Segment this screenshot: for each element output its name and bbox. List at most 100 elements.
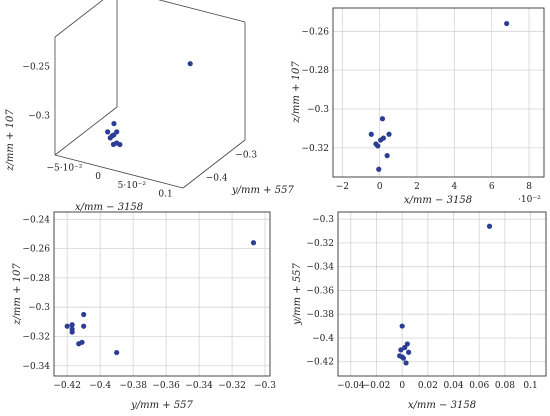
x-tick-label: −0.4 [89,381,111,391]
x-tick-label: −5·10⁻² [46,163,82,173]
data-point [403,360,409,366]
data-point [109,133,115,139]
y-tick-label: −0.3 [28,303,50,313]
x-tick-label: 0.08 [495,381,515,391]
x-axis-label-xy: x/mm − 3158 [408,400,476,411]
x-axis-label-yz: y/mm + 557 [130,400,193,411]
y-tick-label: −0.4 [206,174,228,184]
data-point [486,223,493,229]
y-tick-label: −0.26 [301,27,329,37]
data-point [378,137,384,143]
x-tick-label: 0.1 [523,381,537,391]
x-ticks-yz: −0.42 −0.4 −0.38 −0.36 −0.34 −0.32 −0.3 [53,381,276,391]
y-axis-label-3d: y/mm + 557 [231,185,294,196]
x-tick-label: −0.36 [152,381,180,391]
y-tick-label: −0.36 [306,286,334,296]
y-tick-label: −0.28 [22,274,50,284]
y-tick-label: −0.3 [307,105,329,115]
data-point [402,344,408,351]
x-tick-label: 2 [414,182,420,192]
x-tick-label: 4 [452,182,458,192]
points-xz [368,20,510,172]
frame-yz [53,211,271,377]
y-axis-label-xz: z/mm + 107 [291,61,302,124]
x-axis-label-xz: x/mm − 3158 [404,195,472,206]
x-tick-label: −0.34 [185,381,213,391]
z-axis-label-3d: z/mm + 107 [5,109,16,172]
data-point [114,129,120,135]
y-axis-label-yz: z/mm + 107 [12,263,23,326]
scatter-3d-panel: −5·10⁻² 0 5·10⁻² 0.1 −0.3 −0.4 −0.25 −0.3 x/mm … [5,0,294,213]
data-point [250,240,257,246]
data-point [368,131,374,137]
x-tick-label: 0.06 [469,381,489,391]
box-edge [182,139,246,189]
data-point [69,322,75,328]
data-point [111,120,117,127]
points-xy [397,223,493,366]
x-tick-label: −2 [336,182,349,192]
box-edge [158,0,246,23]
x-tick-label: 6 [489,182,495,192]
x-tick-label: −0.3 [254,381,276,391]
y-tick-label: −0.28 [301,66,329,76]
y-tick-label: −0.26 [22,245,50,255]
grid-xz [333,8,544,177]
data-point [400,355,407,361]
x-tick-label: 5·10⁻² [118,181,147,191]
y-tick-label: −0.38 [306,310,334,320]
x-tick-label: 0.04 [444,381,464,391]
data-point [504,20,510,27]
x-multiplier-xz: ·10⁻² [518,195,541,205]
data-point [375,143,381,149]
box-edge [54,0,104,38]
x-tick-label: 0 [377,182,383,192]
x-tick-label: 0.02 [418,381,438,391]
data-point [64,323,70,329]
y-tick-label: −0.3 [312,215,334,225]
y-ticks-yz: −0.24 −0.26 −0.28 −0.3 −0.32 −0.34 [22,215,50,371]
data-point [79,339,85,345]
data-point [379,116,386,122]
y-tick-label: −0.3 [235,151,257,161]
x-tick-label: −0.38 [119,381,147,391]
y-tick-label: −0.32 [301,144,329,154]
points-yz [64,240,257,356]
x-tick-label: −0.32 [218,381,246,391]
data-point [406,349,412,355]
y-tick-label: −0.42 [306,358,334,368]
scatter-yz-panel: −0.42 −0.4 −0.38 −0.36 −0.34 −0.32 −0.3 −0.24−… [12,211,276,411]
data-point [114,349,120,356]
data-point [117,141,123,148]
z-tick-label: −0.3 [28,112,50,122]
grid-yz [54,212,270,376]
y-axis-label-xy: y/mm + 557 [292,262,303,325]
box-edge [54,154,184,189]
box-3d [54,0,246,189]
y-tick-label: −0.24 [22,215,50,225]
data-point [105,129,111,135]
scatter-xz-panel: −2 0 2 4 6 8 −0.26 −0.28 −0.3 −0.32 ·10⁻² x/mm −… [291,7,545,206]
data-point [81,323,87,329]
y-tick-label: −0.34 [22,362,50,372]
x-axis-label-3d: x/mm − 3158 [75,202,143,213]
data-point [398,347,404,353]
ticks-3d: −5·10⁻² 0 5·10⁻² 0.1 −0.3 −0.4 −0.25 −0.3 [22,63,257,200]
data-point [384,153,390,159]
x-tick-label: −0.04 [337,381,365,391]
y-tick-label: −0.4 [312,334,334,344]
x-tick-label: 0 [399,381,405,391]
y-tick-label: −0.32 [22,332,50,342]
x-ticks-xz: −2 0 2 4 6 8 [336,182,532,192]
x-tick-label: −0.02 [363,381,391,391]
data-point [81,311,87,318]
scatter-xy-panel: −0.04−0.02 0 0.02 0.04 0.06 0.08 0.1 −0.3 −0.32… [292,211,547,411]
y-ticks-xz: −0.26 −0.28 −0.3 −0.32 [301,27,329,154]
y-tick-label: −0.34 [306,263,334,273]
data-point [399,323,405,329]
x-tick-label: 0 [95,172,101,182]
points-3d [105,61,193,148]
x-tick-label: −0.42 [53,381,81,391]
data-point [69,329,75,335]
